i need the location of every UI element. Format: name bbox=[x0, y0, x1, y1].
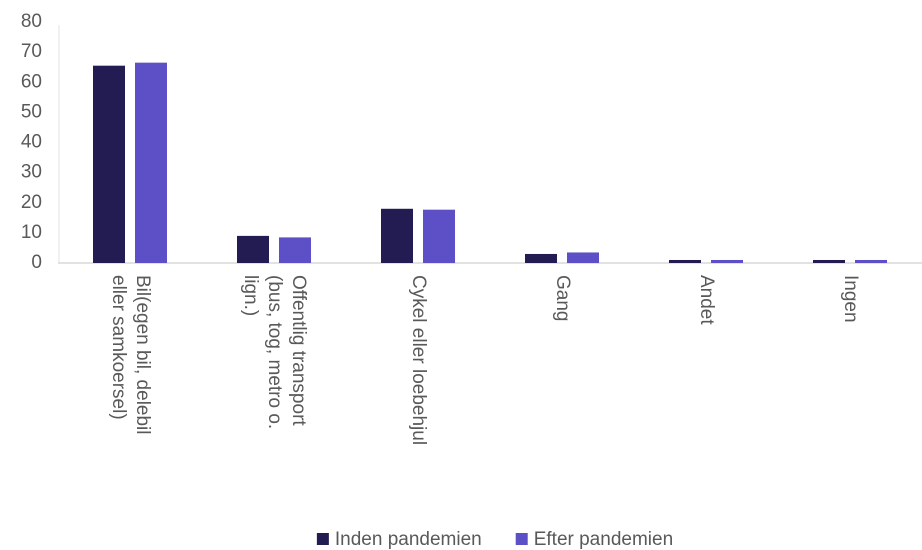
x-tick-label-line: eller samkoersel) bbox=[108, 275, 129, 420]
bar bbox=[855, 259, 887, 263]
bar bbox=[237, 235, 269, 263]
bar bbox=[279, 237, 311, 263]
legend-swatch bbox=[316, 533, 329, 545]
bar bbox=[711, 259, 743, 263]
y-tick-label: 80 bbox=[21, 11, 42, 32]
x-tick-label: Andet bbox=[696, 275, 717, 325]
y-tick-label: 60 bbox=[21, 71, 42, 92]
x-tick-label-line: Ingen bbox=[840, 275, 861, 323]
y-tick-label: 50 bbox=[21, 101, 42, 122]
x-tick-label-line: (bus, tog, metro o. bbox=[264, 275, 285, 429]
bar bbox=[135, 62, 167, 264]
legend-label: Inden pandemien bbox=[335, 529, 482, 550]
x-tick-label-line: Gang bbox=[552, 275, 573, 321]
bar bbox=[669, 259, 701, 263]
x-tick-label: Offentlig transport(bus, tog, metro o.li… bbox=[240, 275, 309, 429]
x-tick-label: Gang bbox=[552, 275, 573, 321]
legend: Inden pandemien Efter pandemien bbox=[316, 529, 673, 550]
x-tick-label-line: Cykel eller loebehjul bbox=[408, 275, 429, 445]
y-tick-label: 0 bbox=[31, 252, 42, 273]
bar bbox=[567, 252, 599, 263]
y-tick-label: 30 bbox=[21, 162, 42, 183]
bar bbox=[813, 259, 845, 263]
y-tick-label: 40 bbox=[21, 132, 42, 153]
legend-swatch bbox=[515, 533, 528, 545]
bar bbox=[93, 65, 125, 264]
x-tick-label-line: Andet bbox=[696, 275, 717, 325]
x-tick-label: Cykel eller loebehjul bbox=[408, 275, 429, 445]
y-tick-label: 20 bbox=[21, 192, 42, 213]
bar bbox=[525, 253, 557, 263]
x-tick-label: Bil(egen bil, delebileller samkoersel) bbox=[108, 275, 153, 435]
x-tick-label-line: lign.) bbox=[240, 275, 261, 316]
x-tick-label: Ingen bbox=[840, 275, 861, 323]
x-tick-label-line: Offentlig transport bbox=[288, 275, 309, 426]
bar bbox=[381, 208, 413, 263]
bar bbox=[423, 209, 455, 263]
y-tick-label: 10 bbox=[21, 222, 42, 243]
x-tick-label-line: Bil(egen bil, delebil bbox=[132, 275, 153, 435]
legend-label: Efter pandemien bbox=[534, 529, 673, 550]
y-tick-label: 70 bbox=[21, 41, 42, 62]
